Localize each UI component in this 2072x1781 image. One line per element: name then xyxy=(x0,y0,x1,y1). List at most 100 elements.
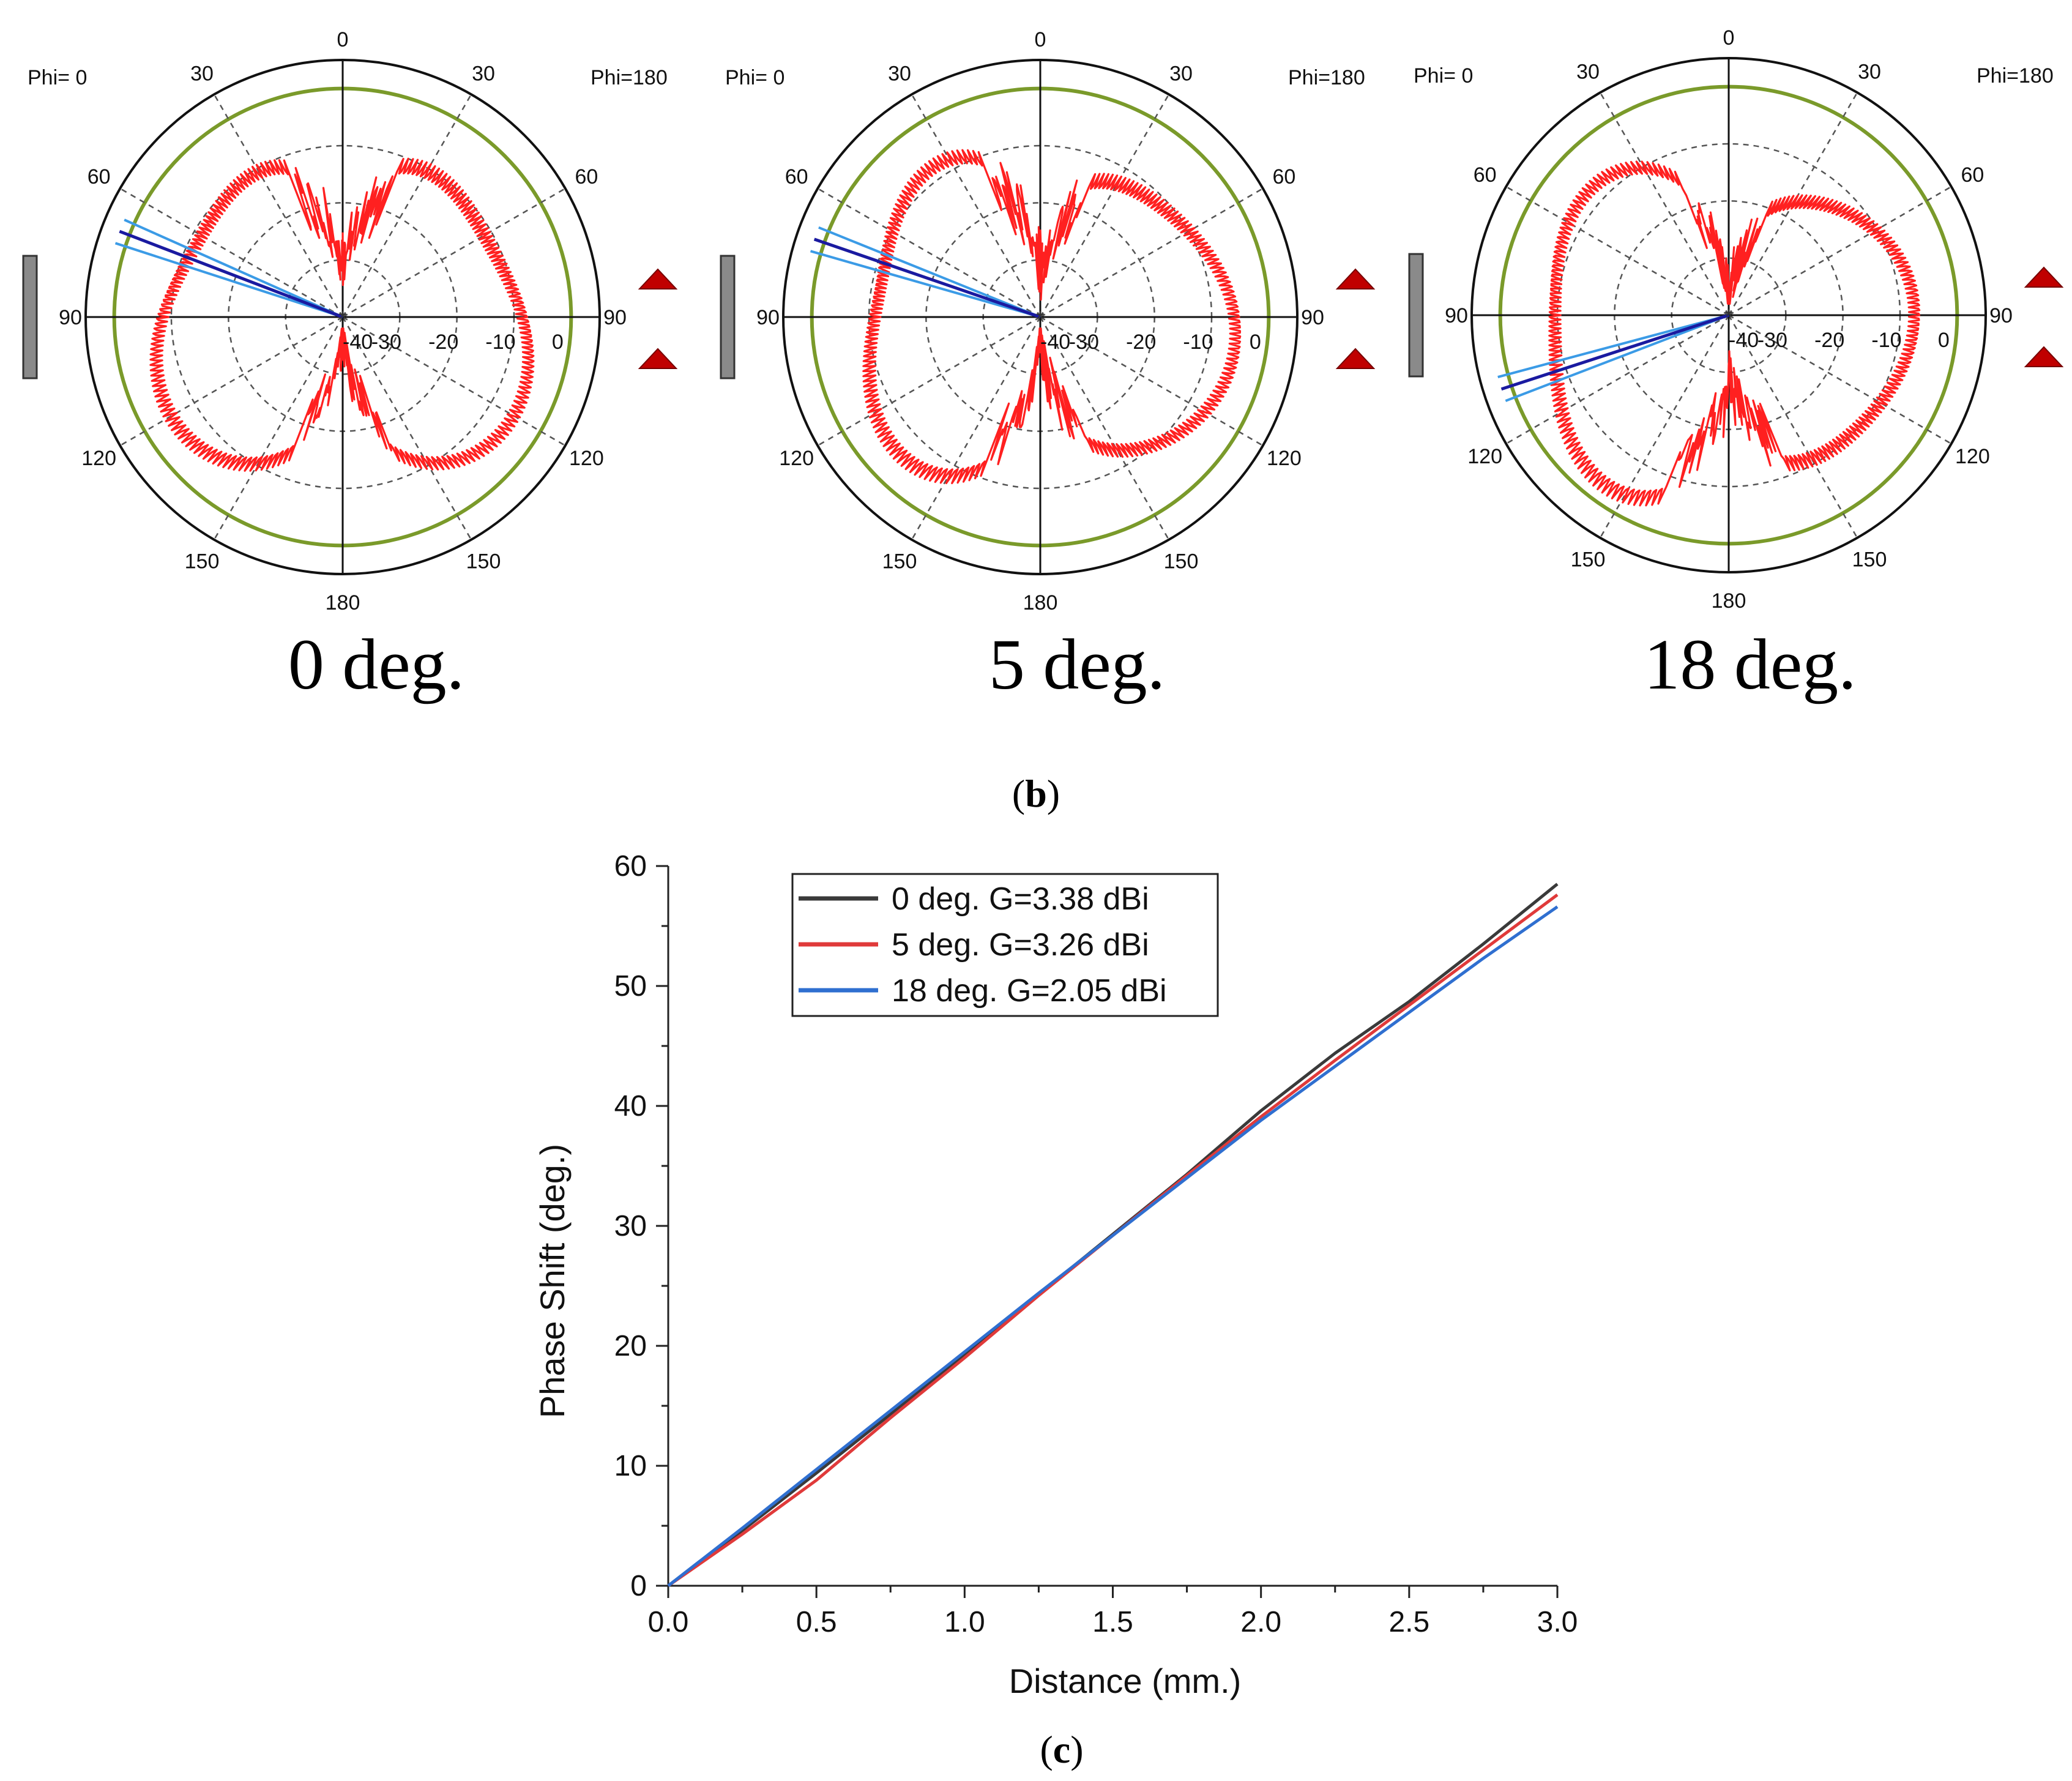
polar-grid-spoke xyxy=(1039,94,1170,318)
polar-radial-label: -10 xyxy=(1183,330,1213,354)
polar-left-bar xyxy=(720,255,736,379)
polar-angle-label: 180 xyxy=(1712,589,1746,613)
polar-radial-label: -20 xyxy=(1814,329,1844,352)
polar-radial-label: -10 xyxy=(1871,329,1901,352)
polar-caption: 5 deg. xyxy=(989,624,1165,704)
polar-angle-label: 90 xyxy=(1301,306,1324,329)
legend-entry: 18 deg. G=2.05 dBi xyxy=(892,973,1167,1009)
polar-pattern-trace xyxy=(149,157,535,472)
polar-radial-label: -20 xyxy=(1126,330,1156,354)
polar-grid-spoke xyxy=(1728,185,1952,316)
y-tick-label: 60 xyxy=(614,850,647,883)
x-tick-label: 1.5 xyxy=(1092,1606,1133,1638)
polar-angle-label: 60 xyxy=(1474,163,1497,187)
polar-angle-label: 120 xyxy=(1267,447,1302,470)
polar-right-marker xyxy=(2024,266,2064,288)
polar-right-marker xyxy=(1335,268,1376,289)
polar-right-marker xyxy=(638,268,678,289)
x-axis-label: Distance (mm.) xyxy=(1009,1662,1242,1700)
paren-open: ( xyxy=(1040,1728,1053,1771)
polar-center-marker: * xyxy=(338,307,346,330)
y-tick-label: 30 xyxy=(614,1210,647,1242)
polar-angle-label: 30 xyxy=(190,62,214,86)
polar-angle-label: 150 xyxy=(1164,550,1199,573)
polar-grid-spoke xyxy=(342,187,566,318)
polar-angle-label: 120 xyxy=(81,447,116,470)
polar-pattern-trace xyxy=(862,149,1242,485)
paren-close: ) xyxy=(1070,1728,1083,1771)
polar-grid-spoke xyxy=(1599,92,1730,316)
polar-angle-label: 90 xyxy=(756,306,780,329)
paren-close: ) xyxy=(1047,772,1060,815)
polar-angle-label: 120 xyxy=(1467,445,1502,468)
polar-angle-label: 30 xyxy=(1576,61,1600,84)
polar-grid-spoke xyxy=(1505,185,1729,316)
polar-angle-label: 180 xyxy=(1023,591,1058,614)
polar-grid-spoke xyxy=(1040,316,1264,447)
polar-radial-label: -30 xyxy=(1069,330,1099,354)
polar-grid-spoke xyxy=(1039,316,1170,540)
polar-angle-label: 120 xyxy=(1955,445,1990,468)
series-line-2 xyxy=(667,905,1559,1587)
x-tick-label: 1.0 xyxy=(944,1606,985,1638)
y-tick-label: 40 xyxy=(614,1090,647,1122)
polar-chart-0: * 0 30 60 90 120 150 180 30 60 90 120 150 -40-30 -20 -1… xyxy=(22,28,678,704)
legend: 0 deg. G=3.38 dBi 5 deg. G=3.26 dBi 18 deg… xyxy=(791,873,1219,1017)
polar-grid-spoke xyxy=(817,187,1041,318)
panel-c-letter: c xyxy=(1053,1728,1070,1771)
y-tick-label: 0 xyxy=(630,1570,647,1602)
y-tick-label: 50 xyxy=(614,970,647,1003)
beam-main-line xyxy=(813,237,1041,319)
polar-angle-label: 0 xyxy=(1723,26,1735,50)
x-tick-label: 3.0 xyxy=(1537,1606,1578,1638)
x-tick-label: 2.0 xyxy=(1240,1606,1281,1638)
beam-side-line xyxy=(1497,314,1729,379)
polar-angle-label: 60 xyxy=(88,165,111,189)
panel-b-label: (b) xyxy=(1012,772,1060,815)
line-chart: 0.0 0.5 1.0 1.5 2.0 2.5 3.0 0 10 20 30 40 50 60 Distan… xyxy=(533,850,1578,1700)
polar-angle-label: 60 xyxy=(1961,163,1984,187)
phi-right-label: Phi=180 xyxy=(1288,66,1365,89)
phi-left-label: Phi= 0 xyxy=(1414,64,1473,88)
polar-angle-label: 30 xyxy=(1858,61,1881,84)
polar-radial-label: 0 xyxy=(552,330,564,354)
y-tick-label: 10 xyxy=(614,1450,647,1482)
polar-radial-label: -30 xyxy=(1757,329,1787,352)
polar-caption: 0 deg. xyxy=(288,624,464,704)
x-tick-label: 0.0 xyxy=(648,1606,689,1638)
polar-grid-spoke xyxy=(1040,187,1264,318)
polar-grid-spoke xyxy=(119,187,343,318)
polar-angle-label: 30 xyxy=(1169,62,1193,86)
beam-side-line xyxy=(818,226,1041,318)
polar-angle-label: 30 xyxy=(888,62,911,86)
polar-radial-label: -20 xyxy=(428,330,458,354)
polar-angle-label: 60 xyxy=(575,165,598,189)
panel-b-letter: b xyxy=(1025,772,1047,815)
polar-angle-label: 90 xyxy=(603,306,627,329)
beam-main-line xyxy=(119,230,343,319)
polar-angle-label: 150 xyxy=(882,550,917,573)
x-tick-label: 0.5 xyxy=(796,1606,837,1638)
x-tick-label: 2.5 xyxy=(1388,1606,1429,1638)
polar-left-bar xyxy=(1408,253,1424,378)
legend-entry: 5 deg. G=3.26 dBi xyxy=(892,927,1149,963)
polar-caption: 18 deg. xyxy=(1644,624,1856,704)
polar-grid-spoke xyxy=(119,316,343,447)
y-axis-label: Phase Shift (deg.) xyxy=(533,1144,572,1418)
polar-center-marker: * xyxy=(1724,305,1732,329)
polar-angle-label: 150 xyxy=(1571,548,1606,571)
polar-right-marker xyxy=(1335,348,1376,369)
polar-grid-spoke xyxy=(1505,314,1729,445)
polar-radial-label: -40 xyxy=(343,330,373,354)
polar-radial-label: -40 xyxy=(1040,330,1070,354)
beam-side-line xyxy=(810,250,1041,318)
polar-grid-spoke xyxy=(1728,314,1952,445)
polar-angle-label: 90 xyxy=(1445,304,1468,327)
polar-grid-spoke xyxy=(1599,315,1730,539)
phi-right-label: Phi=180 xyxy=(591,66,668,89)
phi-left-label: Phi= 0 xyxy=(725,66,784,89)
polar-grid-spoke xyxy=(342,316,566,447)
polar-angle-label: 90 xyxy=(1989,304,2013,327)
polar-grid-spoke xyxy=(341,94,472,318)
